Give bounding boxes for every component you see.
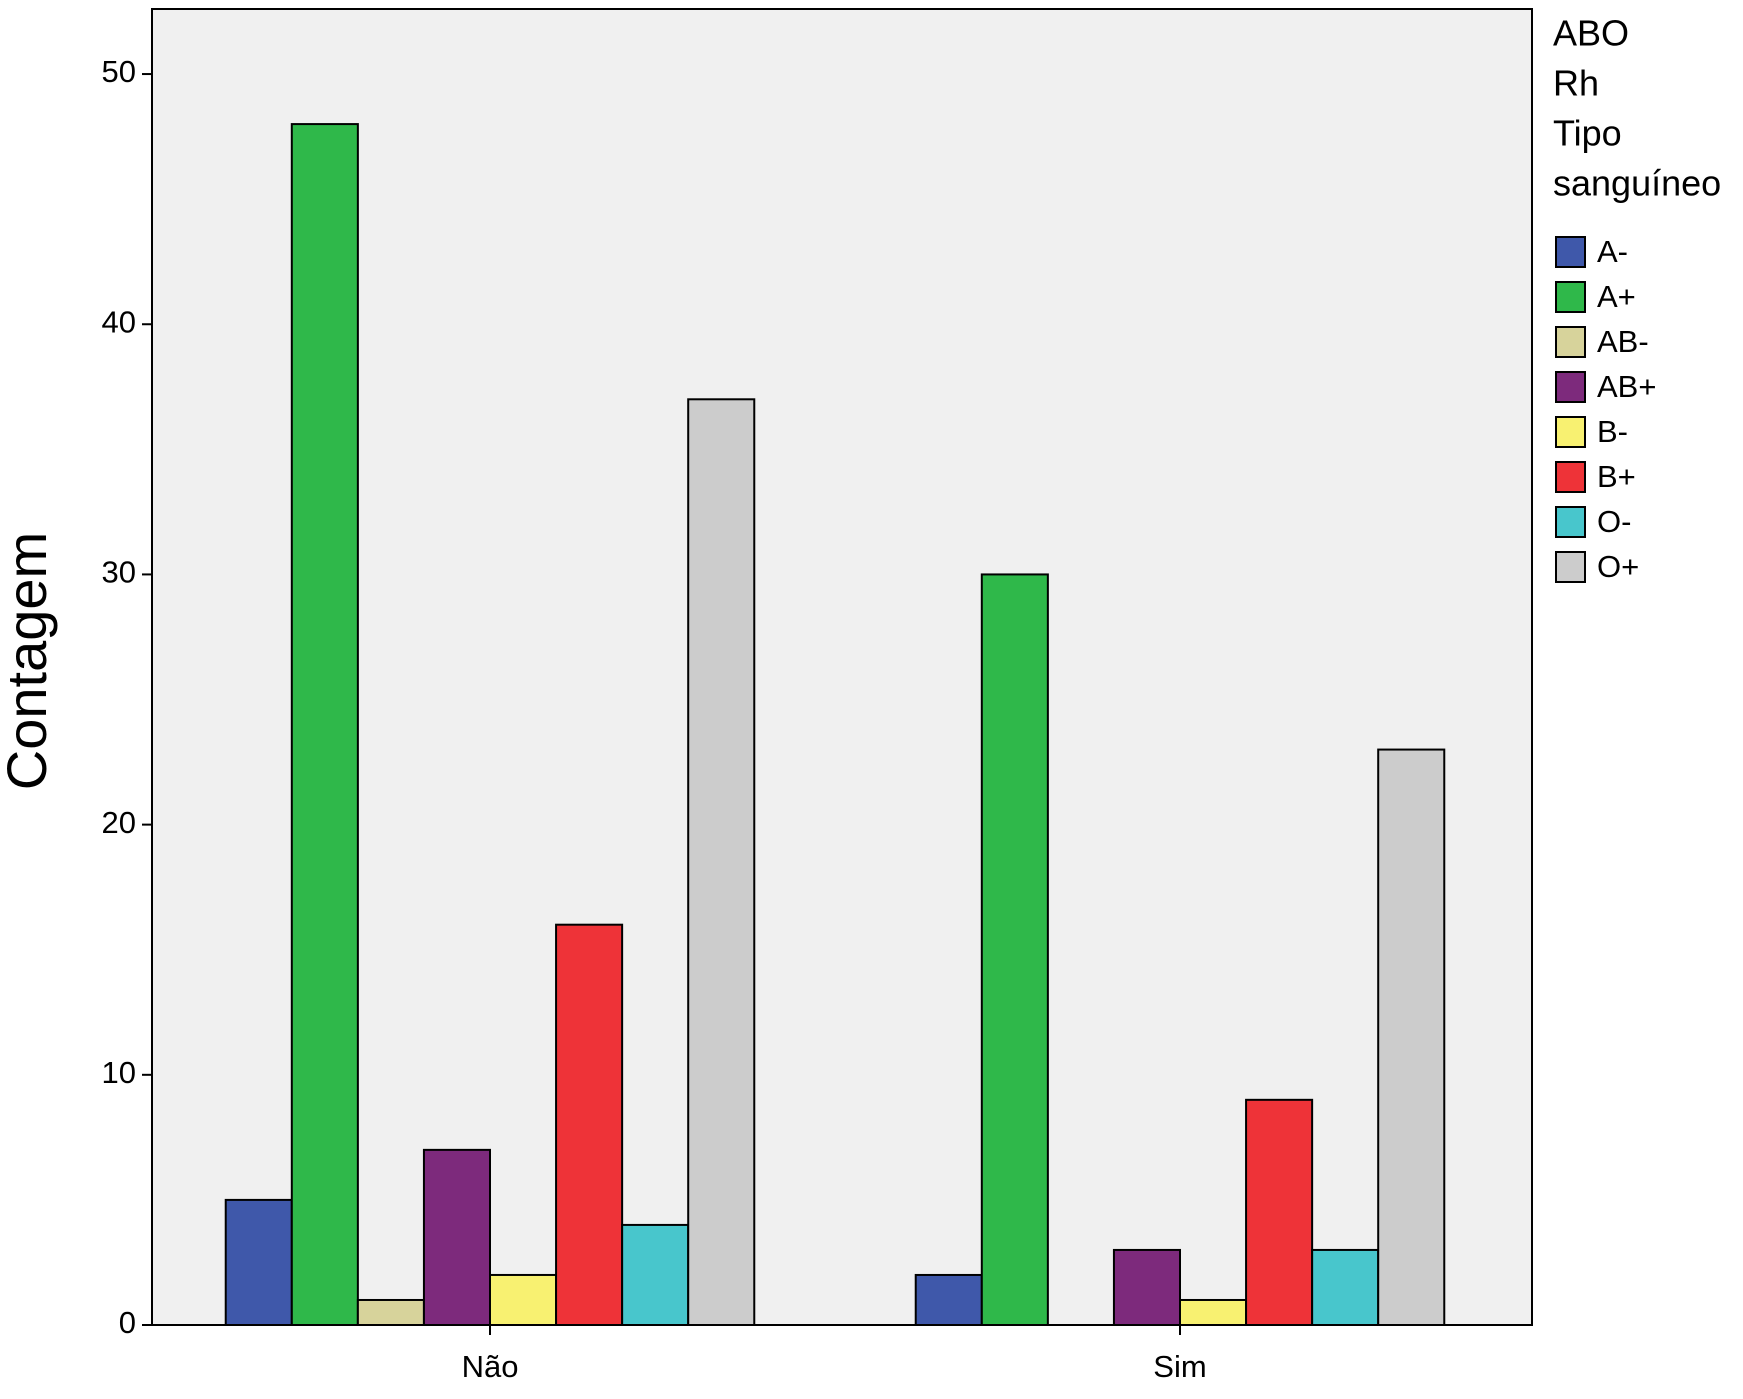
legend-title: ABO xyxy=(1553,13,1629,54)
bar xyxy=(422,1148,491,1327)
legend-swatch xyxy=(1555,236,1586,268)
bar xyxy=(621,1223,690,1326)
bar xyxy=(1112,1248,1181,1327)
bar xyxy=(914,1273,983,1327)
legend-swatch xyxy=(1555,461,1586,493)
legend-swatch xyxy=(1555,371,1586,403)
legend-label: O- xyxy=(1597,504,1631,539)
bar xyxy=(980,573,1049,1326)
bar xyxy=(489,1273,558,1327)
y-tick-label: 0 xyxy=(119,1305,136,1340)
x-tick-label: Sim xyxy=(1153,1349,1206,1384)
bar xyxy=(687,398,756,1326)
legend-swatch xyxy=(1555,326,1586,358)
y-tick-label: 20 xyxy=(102,805,136,840)
y-tick-label: 30 xyxy=(102,555,136,590)
legend-swatch xyxy=(1555,551,1586,583)
y-tick-label: 40 xyxy=(102,304,136,339)
plot-area xyxy=(151,8,1533,1326)
legend-label: A- xyxy=(1597,234,1628,269)
x-tick-label: Não xyxy=(462,1349,519,1384)
legend-swatch xyxy=(1555,506,1586,538)
bar xyxy=(356,1298,425,1326)
legend-label: AB- xyxy=(1597,324,1649,359)
legend-title: sanguíneo xyxy=(1553,163,1721,204)
bar xyxy=(1377,748,1446,1326)
legend-swatch xyxy=(1555,281,1586,313)
bar xyxy=(290,123,359,1327)
legend-label: B+ xyxy=(1597,459,1636,494)
bar xyxy=(1179,1298,1248,1326)
bar xyxy=(1311,1248,1380,1327)
y-tick-label: 50 xyxy=(102,54,136,89)
legend-label: AB+ xyxy=(1597,369,1656,404)
y-tick-label: 10 xyxy=(102,1055,136,1090)
legend-label: O+ xyxy=(1597,549,1639,584)
y-axis-title: Contagem xyxy=(0,532,58,790)
legend-title: Rh xyxy=(1553,63,1599,104)
legend-swatch xyxy=(1555,416,1586,448)
bar xyxy=(555,923,624,1326)
legend-label: B- xyxy=(1597,414,1628,449)
legend-title: Tipo xyxy=(1553,113,1622,154)
bar xyxy=(224,1198,293,1326)
bar xyxy=(1245,1098,1314,1326)
legend-label: A+ xyxy=(1597,279,1636,314)
